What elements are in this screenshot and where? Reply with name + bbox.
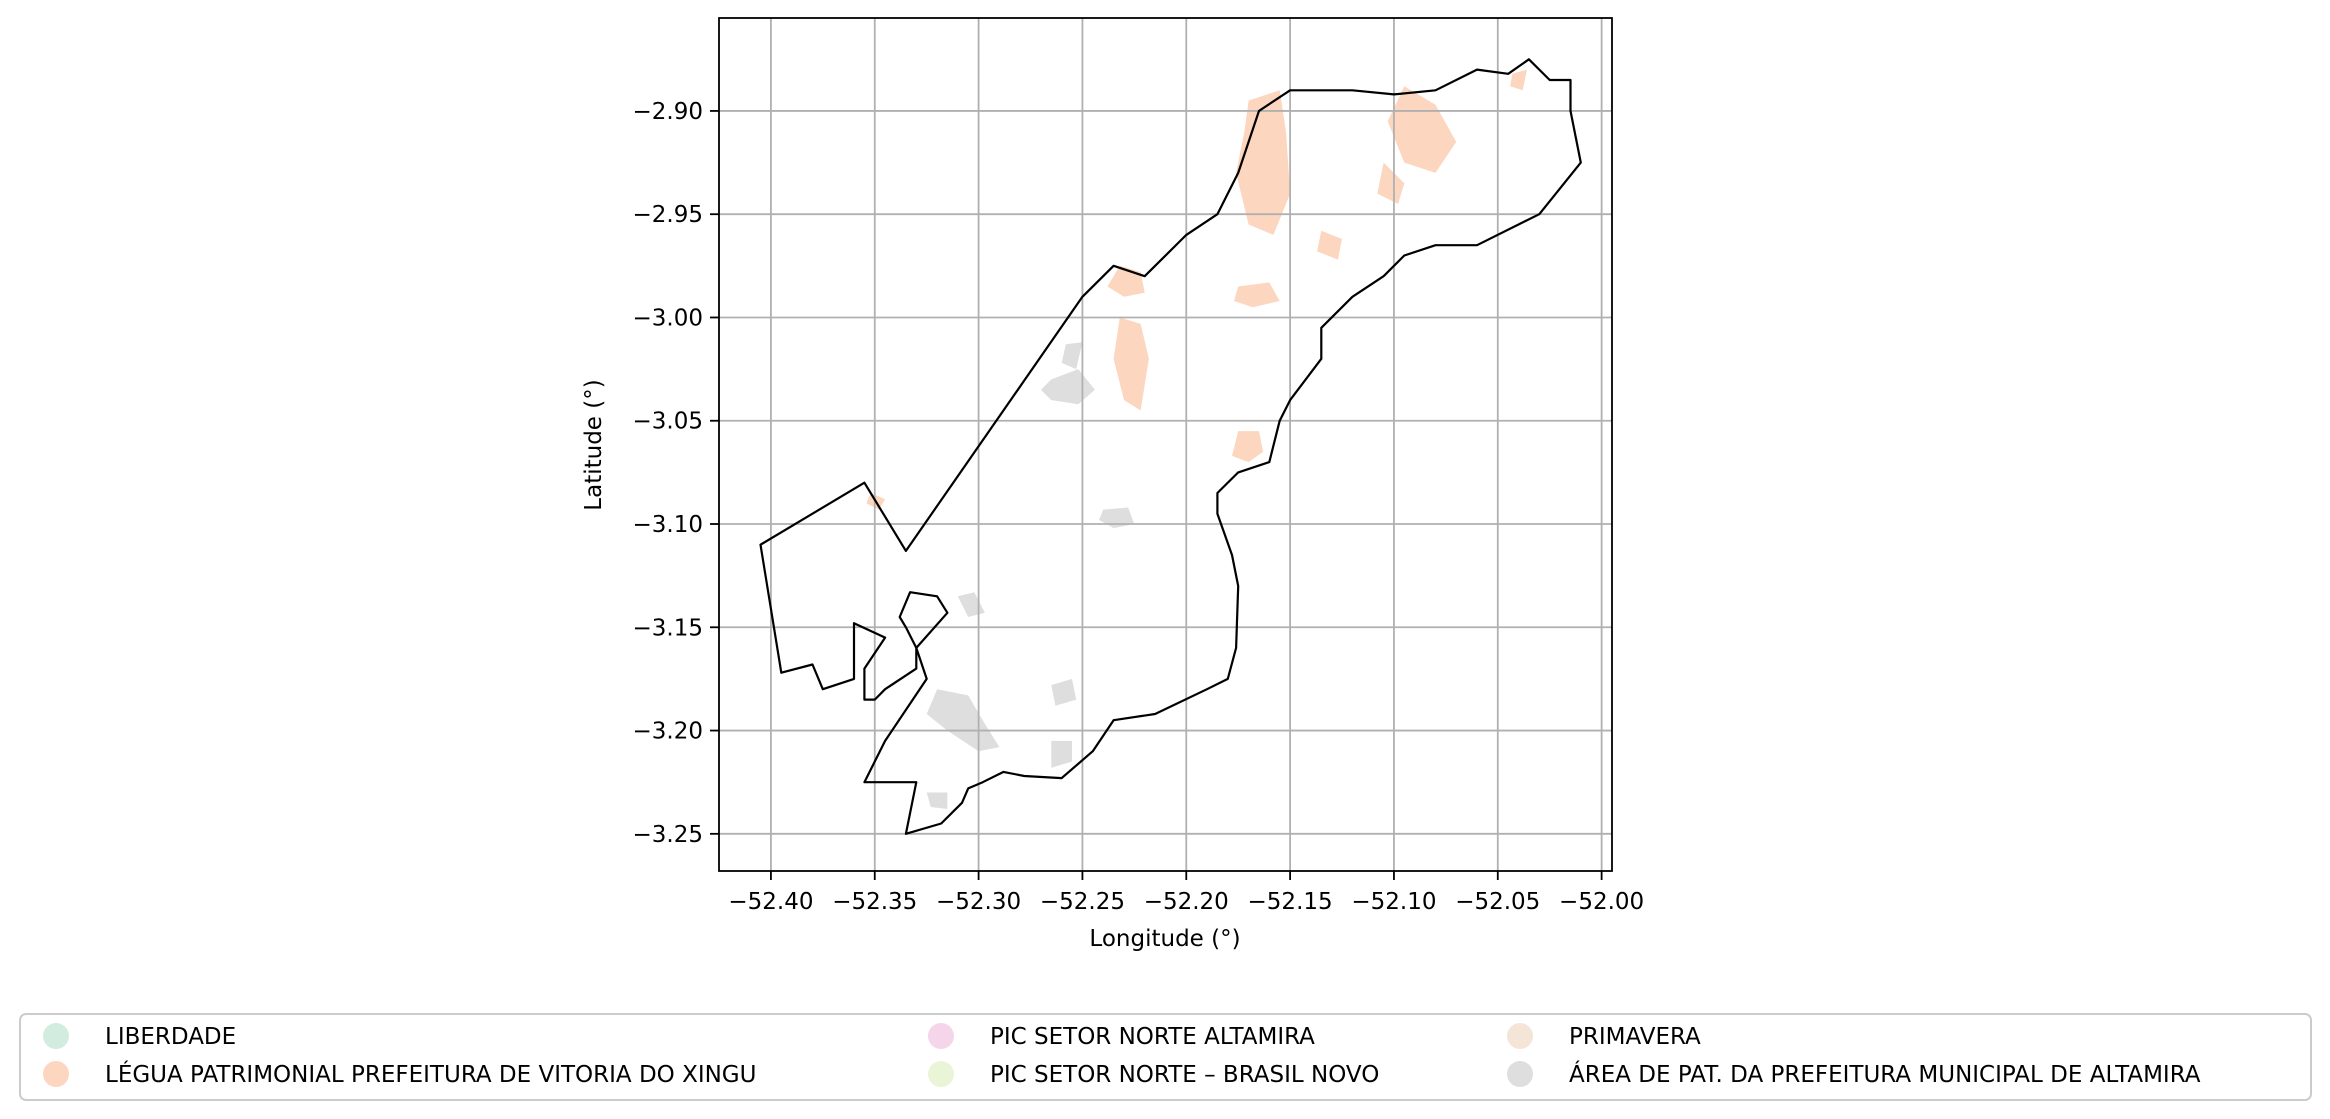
map-feature-8 [1510,69,1527,91]
y-tick-label-4: −3.10 [633,512,703,538]
y-tick-label-5: −3.15 [633,615,703,641]
legend-label-5: ÁREA DE PAT. DA PREFEITURA MUNICIPAL DE … [1569,1060,2201,1088]
legend-marker-1 [43,1061,69,1087]
y-tick-label-1: −2.95 [633,202,703,228]
x-tick-label-0: −52.40 [728,889,813,915]
legend-label-1: LÉGUA PATRIMONIAL PREFEITURA DE VITORIA … [105,1060,756,1088]
x-tick-label-1: −52.35 [832,889,917,915]
x-tick-label-7: −52.05 [1455,889,1540,915]
y-tick-label-7: −3.25 [633,822,703,848]
legend-label-2: PIC SETOR NORTE ALTAMIRA [990,1024,1315,1050]
legend-label-0: LIBERDADE [105,1024,236,1050]
legend: LIBERDADE LÉGUA PATRIMONIAL PREFEITURA DE… [43,1023,2201,1088]
map-feature-0 [1236,90,1291,235]
y-axis-label: Latitude (°) [581,379,607,510]
map-feature-16 [1051,740,1072,768]
legend-label-4: PRIMAVERA [1569,1024,1701,1050]
map-feature-17 [926,792,948,809]
x-tick-label-5: −52.15 [1248,889,1333,915]
map-feature-13 [957,592,985,617]
legend-label-3: PIC SETOR NORTE – BRASIL NOVO [990,1062,1379,1088]
map-feature-2 [1377,162,1405,204]
legend-marker-0 [43,1023,69,1049]
x-tick-label-8: −52.00 [1559,889,1644,915]
map-feature-12 [1099,507,1135,529]
axes-frame [718,17,1613,872]
legend-marker-2 [928,1023,954,1049]
map-feature-10 [1040,369,1095,405]
map-feature-6 [1232,431,1264,463]
y-tick-label-6: −3.20 [633,719,703,745]
legend-marker-5 [1507,1061,1533,1087]
x-tick-label-2: −52.30 [936,889,1021,915]
map-feature-7 [1317,230,1342,260]
y-tick-label-3: −3.05 [633,409,703,435]
x-tick-label-3: −52.25 [1040,889,1125,915]
map-features [866,69,1527,809]
map-feature-15 [1051,678,1077,706]
x-tick-label-4: −52.20 [1144,889,1229,915]
y-tick-label-0: −2.90 [633,99,703,125]
map-feature-4 [1113,317,1149,411]
map-feature-5 [1234,282,1280,308]
legend-marker-3 [928,1061,954,1087]
legend-marker-4 [1507,1023,1533,1049]
x-axis-ticks: −52.40 −52.35 −52.30 −52.25 −52.20 −52.15 −52.… [728,871,1644,915]
map-feature-1 [1387,86,1457,173]
y-axis-ticks: −2.90 −2.95 −3.00 −3.05 −3.10 −3.15 −3.20 −3.25 [633,99,719,848]
x-axis-label: Longitude (°) [1089,926,1240,952]
y-tick-label-2: −3.00 [633,305,703,331]
legend-frame [19,1013,2312,1101]
map-feature-11 [1061,342,1083,370]
grid-lines [719,18,1612,871]
municipal-boundary [759,58,1582,835]
map-feature-14 [926,689,1000,752]
x-tick-label-6: −52.10 [1351,889,1436,915]
